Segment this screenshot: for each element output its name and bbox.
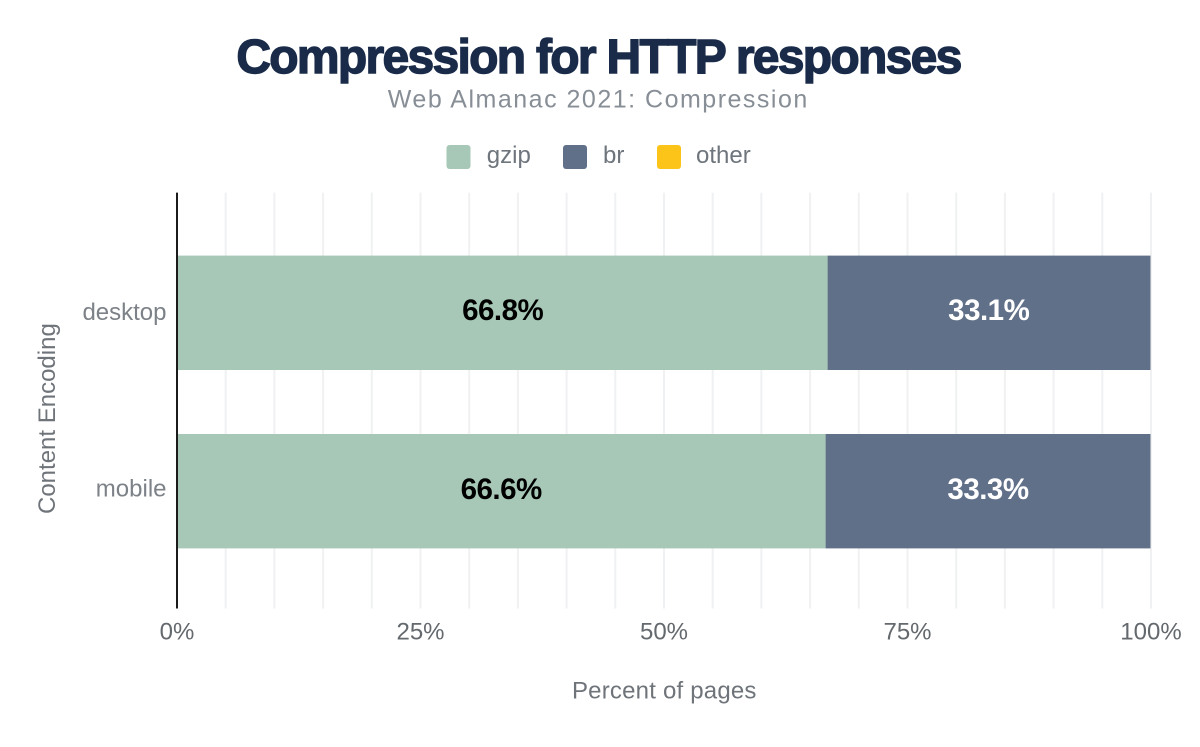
svg-text:100%: 100% [1120,619,1181,646]
svg-text:Percent of pages: Percent of pages [572,677,757,704]
svg-text:50%: 50% [640,619,688,646]
svg-text:Web Almanac 2021: Compression: Web Almanac 2021: Compression [388,86,809,114]
svg-text:br: br [603,142,624,169]
svg-text:desktop: desktop [82,299,166,326]
svg-text:Compression for HTTP responses: Compression for HTTP responses [236,31,960,84]
svg-text:mobile: mobile [96,476,167,503]
svg-text:gzip: gzip [487,142,531,169]
svg-text:33.1%: 33.1% [948,294,1029,327]
svg-text:66.8%: 66.8% [462,294,543,327]
svg-text:66.6%: 66.6% [461,473,542,506]
svg-text:25%: 25% [396,619,444,646]
svg-text:0%: 0% [160,619,195,646]
svg-text:other: other [696,142,751,169]
svg-text:Content Encoding: Content Encoding [34,323,61,514]
svg-text:75%: 75% [883,619,931,646]
svg-text:33.3%: 33.3% [947,473,1028,506]
